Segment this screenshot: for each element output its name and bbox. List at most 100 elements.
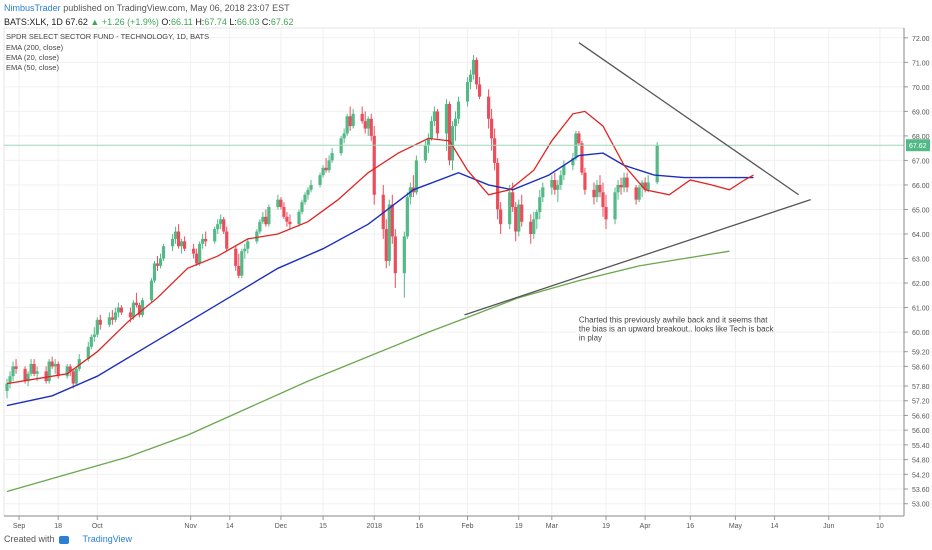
candle xyxy=(95,317,99,337)
author-name[interactable]: NimbusTrader xyxy=(4,3,61,13)
x-tick-label: 15 xyxy=(319,523,327,530)
candle-body xyxy=(5,383,9,391)
candle xyxy=(216,219,220,234)
y-tick-label: 63.00 xyxy=(912,257,930,264)
candle xyxy=(390,194,394,244)
candle xyxy=(517,199,521,237)
candle xyxy=(89,334,93,350)
candle xyxy=(493,128,497,171)
x-tick-label: 18 xyxy=(54,523,62,530)
candle-body xyxy=(119,307,123,313)
y-tick-label: 54.80 xyxy=(912,458,930,465)
y-tick-label: 59.20 xyxy=(912,350,930,357)
candle-body xyxy=(529,221,533,234)
candle-body xyxy=(538,197,542,212)
candle-body xyxy=(372,135,376,195)
candle-body xyxy=(595,184,599,198)
candle xyxy=(562,160,566,181)
candle xyxy=(306,187,310,200)
candle-body xyxy=(601,192,605,208)
y-tick-label: 56.60 xyxy=(912,413,930,420)
candle-body xyxy=(444,104,449,134)
candle xyxy=(279,197,283,210)
candle xyxy=(26,371,30,387)
candle xyxy=(348,106,352,131)
candle xyxy=(318,172,322,188)
y-tick-label: 53.60 xyxy=(912,487,930,494)
candle xyxy=(255,229,259,244)
candle xyxy=(499,202,503,234)
candle-body xyxy=(8,376,12,384)
candle xyxy=(384,219,388,269)
candle xyxy=(110,310,114,325)
x-tick-label: 16 xyxy=(415,523,423,530)
candle xyxy=(330,148,334,163)
candle xyxy=(351,108,355,129)
candle-body xyxy=(173,231,178,239)
current-price-label: 67.62 xyxy=(909,143,927,150)
candle-body xyxy=(637,187,641,200)
candle xyxy=(598,175,602,198)
candle xyxy=(487,89,491,129)
candle-body xyxy=(131,302,136,318)
candle xyxy=(198,241,202,266)
y-tick-label: 57.20 xyxy=(912,399,930,406)
candle-body xyxy=(195,253,199,264)
candle xyxy=(514,202,518,242)
candle-body xyxy=(86,346,90,360)
candle-body xyxy=(514,207,518,232)
candle xyxy=(5,378,9,399)
candle xyxy=(496,157,500,220)
x-tick-label: Jun xyxy=(823,523,834,530)
candle-body xyxy=(11,366,15,377)
candle xyxy=(477,77,482,100)
candle-body xyxy=(303,194,307,203)
candle-body xyxy=(306,189,310,195)
candle xyxy=(282,202,286,220)
candle xyxy=(98,314,102,330)
candle-body xyxy=(276,199,280,208)
candle-body xyxy=(35,371,39,374)
ema-50-line xyxy=(6,152,754,407)
candle xyxy=(604,194,608,230)
candle xyxy=(625,172,629,193)
publish-info: published on TradingView.com, May 06, 20… xyxy=(60,3,290,13)
candle xyxy=(71,368,75,389)
ema-layer xyxy=(4,110,904,407)
candle-body xyxy=(643,182,647,190)
y-tick-label: 62.00 xyxy=(912,281,930,288)
candle-body xyxy=(330,153,334,161)
tradingview-link[interactable]: TradingView xyxy=(82,534,133,544)
x-tick-label: 14 xyxy=(226,523,234,530)
candle-body xyxy=(234,248,238,266)
candle-body xyxy=(240,251,244,276)
y-tick-label: 54.20 xyxy=(912,472,930,479)
candle-body xyxy=(423,145,428,161)
candle xyxy=(219,214,223,230)
candle-body xyxy=(282,207,286,217)
candle xyxy=(435,108,440,139)
candle xyxy=(77,354,81,372)
candle-body xyxy=(345,116,349,134)
candle xyxy=(44,366,48,384)
candle xyxy=(471,54,476,80)
candle-body xyxy=(456,101,461,119)
x-tick-label: 19 xyxy=(602,523,610,530)
candle-body xyxy=(161,246,166,259)
candle-body xyxy=(243,248,247,252)
candle xyxy=(405,192,409,239)
candle xyxy=(47,359,51,384)
y-tick-label: 70.00 xyxy=(912,85,930,92)
y-tick-label: 69.00 xyxy=(912,109,930,116)
chart-text-layer: SPDR SELECT SECTOR FUND - TECHNOLOGY, 1D… xyxy=(6,32,775,342)
candle xyxy=(237,253,241,279)
low-value: 66.03 xyxy=(236,17,260,27)
candle-body xyxy=(559,175,563,185)
x-tick-label: Dec xyxy=(275,523,288,530)
legend-entry: EMA (20, close) xyxy=(6,53,59,62)
axes-layer: 53.00 53.60 54.20 54.80 55.40 56.00 56.60 57.20… xyxy=(4,28,930,530)
candle xyxy=(149,278,154,303)
candle xyxy=(577,130,581,146)
candle xyxy=(213,226,217,244)
